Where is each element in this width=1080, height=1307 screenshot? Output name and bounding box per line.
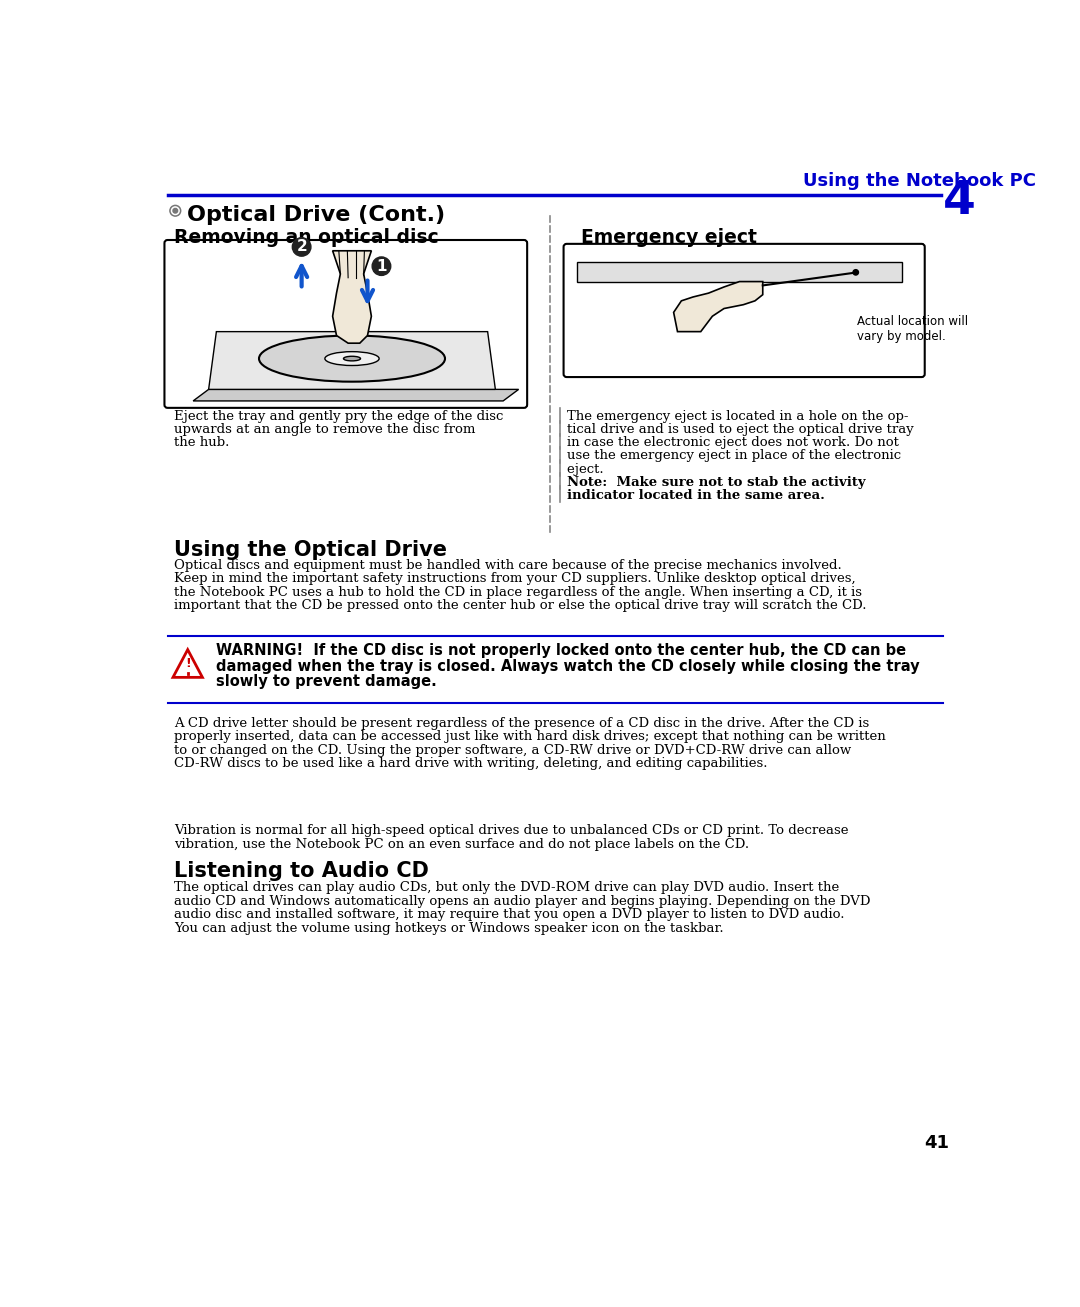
Text: eject.: eject. [567, 463, 608, 476]
Text: Emergency eject: Emergency eject [581, 229, 756, 247]
Text: 1: 1 [376, 259, 387, 273]
Text: Eject the tray and gently pry the edge of the disc: Eject the tray and gently pry the edge o… [174, 410, 503, 423]
Text: upwards at an angle to remove the disc from: upwards at an angle to remove the disc f… [174, 423, 475, 437]
Text: vibration, use the Notebook PC on an even surface and do not place labels on the: vibration, use the Notebook PC on an eve… [174, 838, 748, 851]
Ellipse shape [325, 352, 379, 366]
Circle shape [853, 269, 859, 274]
Polygon shape [193, 389, 518, 401]
Text: the Notebook PC uses a hub to hold the CD in place regardless of the angle. When: the Notebook PC uses a hub to hold the C… [174, 586, 862, 599]
Polygon shape [208, 332, 496, 389]
Text: properly inserted, data can be accessed just like with hard disk drives; except : properly inserted, data can be accessed … [174, 731, 886, 744]
Polygon shape [333, 251, 372, 344]
Text: Vibration is normal for all high-speed optical drives due to unbalanced CDs or C: Vibration is normal for all high-speed o… [174, 825, 848, 838]
Text: Optical Drive (Cont.): Optical Drive (Cont.) [187, 205, 445, 225]
Text: WARNING!  If the CD disc is not properly locked onto the center hub, the CD can : WARNING! If the CD disc is not properly … [216, 643, 906, 659]
Text: Listening to Audio CD: Listening to Audio CD [174, 861, 429, 881]
Text: CD-RW discs to be used like a hard drive with writing, deleting, and editing cap: CD-RW discs to be used like a hard drive… [174, 757, 767, 770]
Text: Note:  Make sure not to stab the activity: Note: Make sure not to stab the activity [567, 476, 866, 489]
Text: in case the electronic eject does not work. Do not: in case the electronic eject does not wo… [567, 437, 900, 450]
FancyBboxPatch shape [164, 240, 527, 408]
Text: Removing an optical disc: Removing an optical disc [174, 229, 438, 247]
Circle shape [293, 238, 311, 256]
Text: slowly to prevent damage.: slowly to prevent damage. [216, 674, 437, 689]
Text: The optical drives can play audio CDs, but only the DVD-ROM drive can play DVD a: The optical drives can play audio CDs, b… [174, 881, 839, 894]
FancyBboxPatch shape [564, 244, 924, 376]
Circle shape [170, 205, 180, 216]
Text: Actual location will
vary by model.: Actual location will vary by model. [858, 315, 969, 342]
Text: Using the Optical Drive: Using the Optical Drive [174, 540, 447, 559]
Circle shape [173, 208, 177, 213]
Text: A CD drive letter should be present regardless of the presence of a CD disc in t: A CD drive letter should be present rega… [174, 716, 869, 729]
Ellipse shape [259, 336, 445, 382]
Text: to or changed on the CD. Using the proper software, a CD-RW drive or DVD+CD-RW d: to or changed on the CD. Using the prope… [174, 744, 851, 757]
Polygon shape [674, 281, 762, 332]
Text: audio disc and installed software, it may require that you open a DVD player to : audio disc and installed software, it ma… [174, 908, 845, 921]
Text: important that the CD be pressed onto the center hub or else the optical drive t: important that the CD be pressed onto th… [174, 599, 866, 612]
Text: 41: 41 [924, 1134, 949, 1151]
Text: Optical discs and equipment must be handled with care because of the precise mec: Optical discs and equipment must be hand… [174, 559, 841, 571]
Text: damaged when the tray is closed. Always watch the CD closely while closing the t: damaged when the tray is closed. Always … [216, 659, 920, 674]
Text: Using the Notebook PC: Using the Notebook PC [804, 173, 1036, 191]
Text: !: ! [185, 657, 190, 670]
Text: audio CD and Windows automatically opens an audio player and begins playing. Dep: audio CD and Windows automatically opens… [174, 895, 870, 908]
Text: tical drive and is used to eject the optical drive tray: tical drive and is used to eject the opt… [567, 423, 914, 437]
Ellipse shape [343, 357, 361, 361]
Text: 2: 2 [296, 239, 307, 255]
Circle shape [172, 207, 179, 214]
Text: The emergency eject is located in a hole on the op-: The emergency eject is located in a hole… [567, 410, 909, 423]
Text: 4: 4 [943, 179, 975, 225]
Circle shape [373, 257, 391, 276]
Polygon shape [173, 650, 202, 677]
Text: use the emergency eject in place of the electronic: use the emergency eject in place of the … [567, 450, 902, 463]
Text: You can adjust the volume using hotkeys or Windows speaker icon on the taskbar.: You can adjust the volume using hotkeys … [174, 921, 724, 935]
Text: Keep in mind the important safety instructions from your CD suppliers. Unlike de: Keep in mind the important safety instru… [174, 572, 855, 586]
Polygon shape [577, 263, 902, 281]
Text: indicator located in the same area.: indicator located in the same area. [567, 489, 825, 502]
Text: the hub.: the hub. [174, 437, 229, 450]
